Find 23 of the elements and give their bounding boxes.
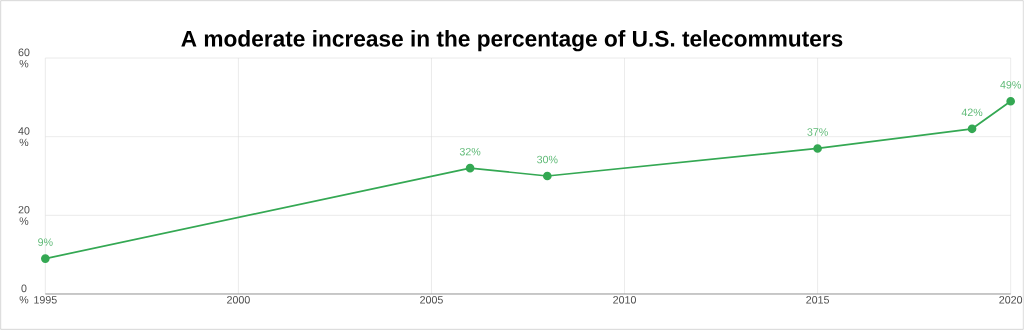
x-tick-label: 2010 [613,296,636,304]
x-tick-label: 2005 [420,296,443,304]
data-label: 9% [38,238,53,246]
y-tick-label: 20 % [18,205,30,225]
point [542,171,552,181]
chart-title: A moderate increase in the percentage of U.S. telecommuters [181,30,843,52]
y-tick-label: 40 % [18,127,30,147]
y-tick-label: 60 % [18,48,30,68]
x-tick-label: 2020 [999,296,1023,304]
data-label: 42% [961,108,983,117]
x-tick-label: 2000 [227,296,250,304]
point [1006,96,1016,106]
point [967,124,977,134]
point [465,163,475,173]
point [813,144,822,153]
point [41,254,50,263]
data-label: 37% [807,128,828,136]
y-tick-label: 0 % [19,284,29,304]
data-label: 49% [1000,81,1021,89]
data-label: 32% [459,147,481,156]
x-tick-label: 1995 [34,296,57,304]
x-tick-label: 2015 [806,296,830,304]
data-label: 30% [537,155,558,164]
